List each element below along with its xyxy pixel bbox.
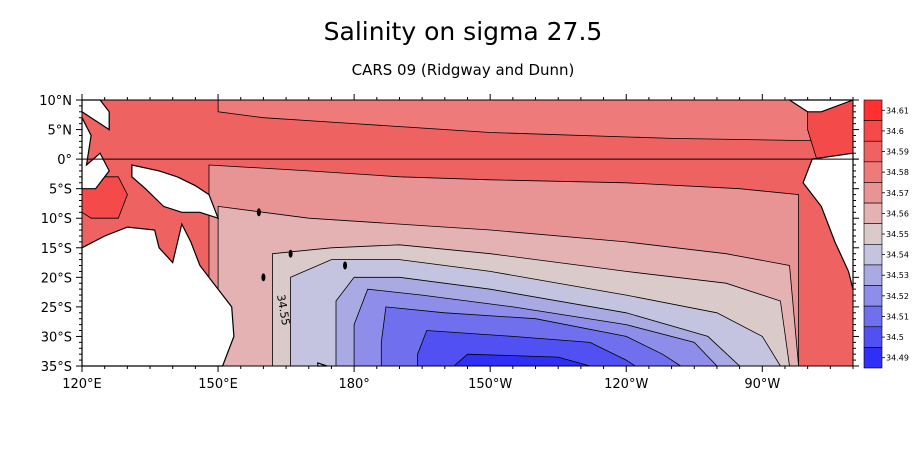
land-new-guinea [131, 164, 220, 220]
land-borneo-celebes [81, 117, 110, 190]
y-tick-label: 30°S [41, 330, 72, 345]
x-tick-label: 150°E [198, 377, 238, 392]
colorbar-swatch [863, 140, 883, 163]
colorbar-swatch [863, 264, 883, 286]
x-tick-label: 90°W [744, 377, 780, 392]
colorbar-swatch [863, 326, 883, 348]
colorbar-swatch [863, 347, 883, 369]
island-2 [343, 261, 348, 270]
y-tick-label: 5°N [48, 124, 73, 139]
y-axis: 10°N 5°N 0° 5°S 10°S 15°S 20°S 25°S 30°S 35°S [39, 94, 859, 375]
chart-title: Salinity on sigma 27.5 [324, 17, 603, 46]
colorbar-swatch [863, 99, 883, 121]
colorbar: 34.61 34.6 34.59 34.58 34.57 34.56 34.55 34.54 3… [863, 99, 909, 369]
colorbar-swatch [863, 285, 883, 307]
island-1 [288, 249, 293, 258]
land-australia [81, 222, 235, 367]
x-tick-label: 120°E [62, 377, 102, 392]
colorbar-swatch [863, 223, 883, 245]
x-tick-label: 150°W [468, 377, 512, 392]
colorbar-label: 34.55 [886, 230, 909, 239]
plot-area: 34.55 [81, 99, 858, 367]
y-tick-label: 15°S [41, 242, 72, 257]
colorbar-swatch [863, 161, 883, 183]
island-0 [256, 208, 261, 217]
colorbar-label: 34.54 [886, 251, 909, 260]
colorbar-label: 34.58 [886, 168, 909, 177]
colorbar-label: 34.5 [886, 333, 904, 342]
colorbar-swatch [863, 182, 883, 204]
colorbar-swatch [863, 244, 883, 266]
colorbar-label: 34.61 [886, 106, 909, 115]
chart-subtitle: CARS 09 (Ridgway and Dunn) [352, 61, 575, 79]
colorbar-swatch [863, 305, 883, 328]
colorbar-label: 34.52 [886, 292, 909, 301]
colorbar-label: 34.56 [886, 209, 909, 218]
y-tick-label: 25°S [41, 301, 72, 316]
land-south-america [802, 152, 854, 290]
x-tick-label: 180° [338, 377, 369, 392]
island-3 [261, 273, 266, 282]
colorbar-swatch [863, 120, 883, 142]
y-tick-label: 5°S [49, 183, 72, 198]
y-tick-label: 10°S [41, 212, 72, 227]
y-tick-label: 20°S [41, 271, 72, 286]
x-tick-label: 120°W [604, 377, 648, 392]
y-tick-label: 35°S [41, 360, 72, 375]
colorbar-label: 34.49 [886, 354, 909, 363]
y-tick-label: 0° [57, 153, 72, 168]
y-tick-label: 10°N [39, 94, 72, 109]
x-axis: 120°E 150°E 180° 150°W 120°W 90°W [62, 94, 854, 392]
colorbar-label: 34.51 [886, 312, 909, 321]
colorbar-label: 34.6 [886, 127, 904, 136]
colorbar-label: 34.57 [886, 189, 909, 198]
contour-label: 34.55 [274, 293, 292, 326]
colorbar-swatch [863, 202, 883, 224]
colorbar-label: 34.59 [886, 148, 909, 157]
colorbar-label: 34.53 [886, 271, 909, 280]
